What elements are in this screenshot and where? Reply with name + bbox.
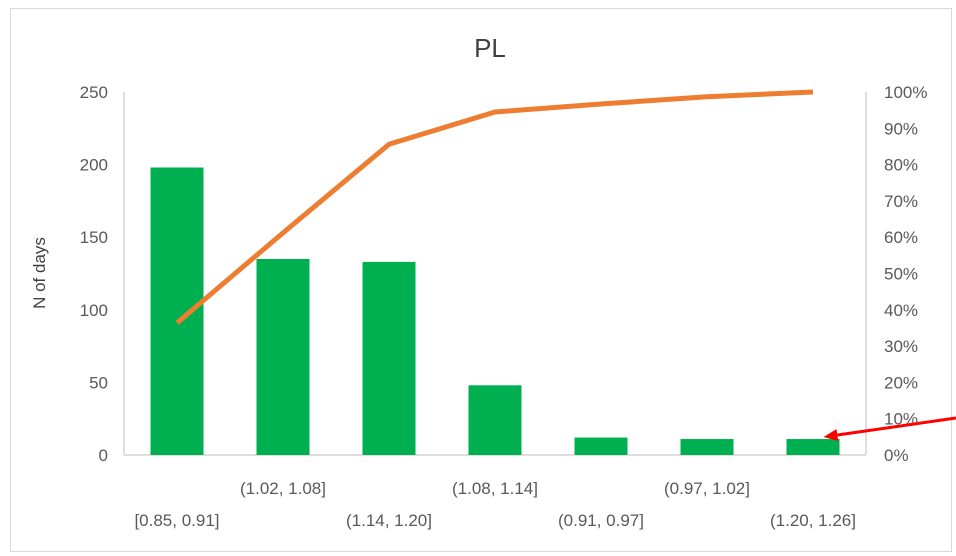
bar [468,385,522,455]
y-tick-label: 250 [80,83,108,102]
arrow-shaft [837,416,956,437]
y-axis-title: N of days [30,237,49,309]
x-tick-label: [0.85, 0.91] [134,511,219,530]
bar [150,167,204,455]
y-tick-label: 200 [80,156,108,175]
y-tick-label: 150 [80,228,108,247]
y-axis-ticks: 0 50 100 150 200 250 [80,83,108,465]
x-tick-label: (1.02, 1.08] [240,479,326,498]
y2-tick-label: 90% [884,119,918,138]
y2-tick-label: 60% [884,228,918,247]
arrow-head [823,429,839,441]
x-axis-ticks: [0.85, 0.91] (1.02, 1.08] (1.14, 1.20] (1.0… [134,479,856,530]
bar [362,261,416,455]
bar-series [150,167,840,455]
y-tick-label: 0 [99,446,108,465]
y2-tick-label: 80% [884,156,918,175]
bar [786,439,840,455]
bar [680,439,734,455]
x-tick-label: (1.08, 1.14] [452,479,538,498]
bar [256,258,310,455]
cumulative-line [175,89,814,325]
y2-tick-label: 50% [884,265,918,284]
y2-tick-label: 70% [884,192,918,211]
annotation-arrow [823,416,956,441]
y2-tick-label: 100% [884,83,927,102]
y2-tick-label: 30% [884,337,918,356]
y-tick-label: 100 [80,301,108,320]
x-tick-label: (1.14, 1.20] [346,511,432,530]
y2-tick-label: 0% [884,446,909,465]
y2-axis-ticks: 0%10%20%30%40%50%60%70%80%90%100% [884,83,927,465]
x-tick-label: (0.97, 1.02] [664,479,750,498]
bar [574,437,628,455]
y-tick-label: 50 [89,373,108,392]
y2-tick-label: 40% [884,301,918,320]
chart-title: PL [474,33,506,63]
x-tick-label: (0.91, 0.97] [558,511,644,530]
x-tick-label: (1.20, 1.26] [770,511,856,530]
y2-tick-label: 20% [884,373,918,392]
